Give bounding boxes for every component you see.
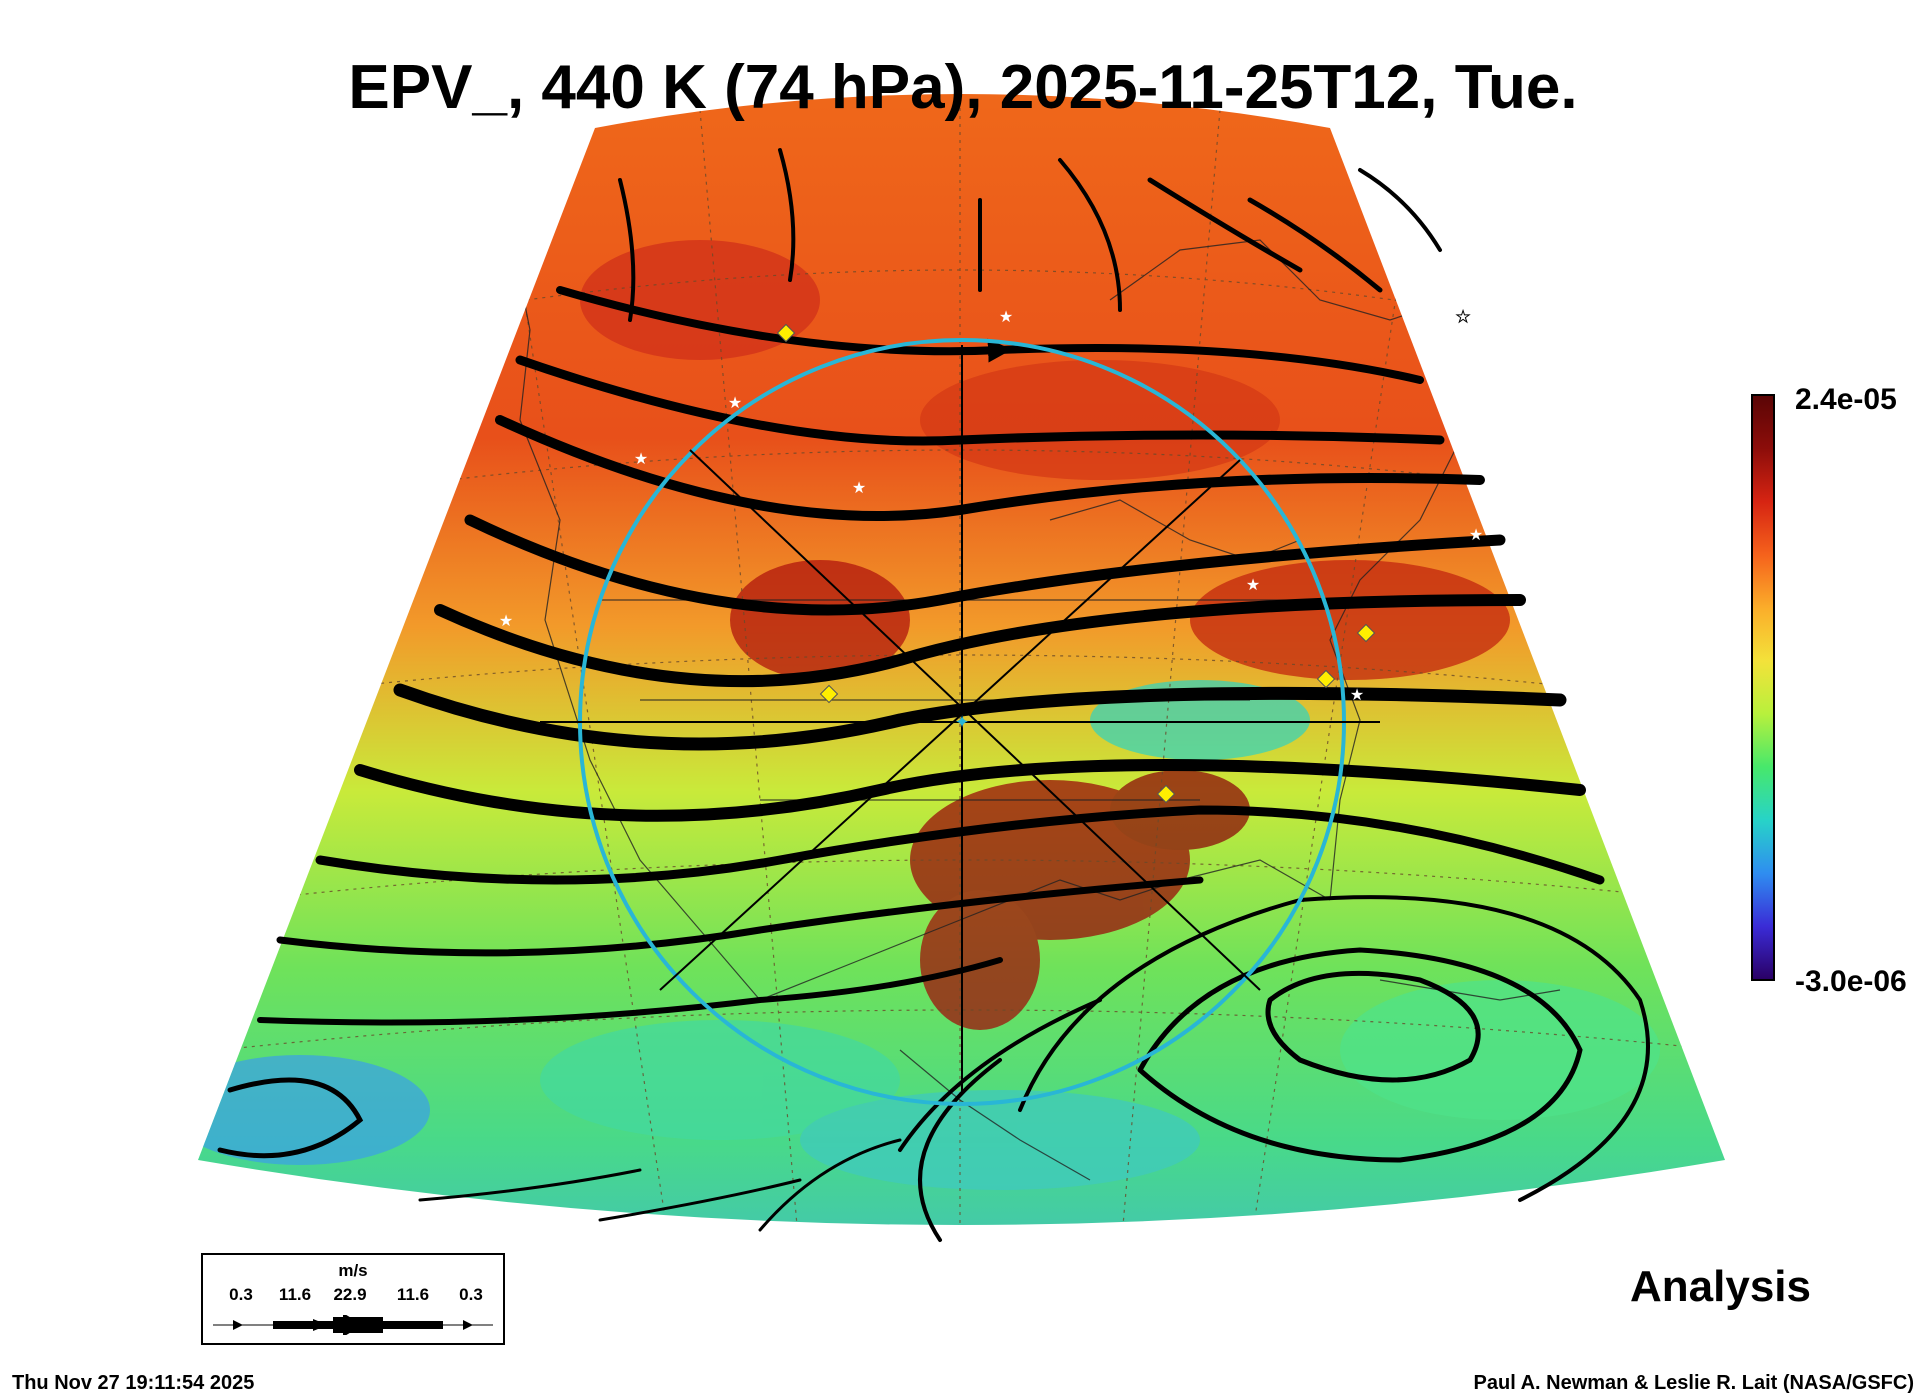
- svg-text:★: ★: [499, 611, 513, 630]
- wind-streamlines: [217, 148, 1650, 1242]
- svg-text:★: ★: [1456, 307, 1470, 326]
- analysis-label: Analysis: [1630, 1262, 1811, 1311]
- svg-text:★: ★: [634, 449, 648, 468]
- legend-tick: 0.3: [229, 1285, 253, 1304]
- colorbar-min-label: -3.0e-06: [1795, 965, 1907, 998]
- legend-arrow: [213, 1315, 493, 1335]
- legend-tick: 0.3: [459, 1285, 483, 1304]
- pv-high-regions: [580, 240, 1510, 1030]
- projection-circle: ✦: [540, 338, 1380, 1106]
- svg-text:✦: ✦: [954, 712, 969, 733]
- colorbar-max-label: 2.4e-05: [1795, 383, 1897, 416]
- svg-text:★: ★: [1469, 525, 1483, 544]
- legend-tick: 11.6: [278, 1285, 312, 1304]
- footer-timestamp: Thu Nov 27 19:11:54 2025: [12, 1372, 255, 1394]
- footer-credit: Paul A. Newman & Leslie R. Lait (NASA/GS…: [1473, 1372, 1914, 1394]
- svg-text:★: ★: [1350, 685, 1364, 704]
- svg-text:★: ★: [1246, 575, 1260, 594]
- pv-low-regions: [198, 680, 1660, 1190]
- legend-unit: m/s: [338, 1261, 368, 1280]
- legend-tick: 11.6: [396, 1285, 430, 1304]
- station-markers: ★ ★ ★ ★ ★ ★ ★ ★ ★: [499, 307, 1483, 804]
- legend-tick: 22.9: [333, 1285, 367, 1304]
- colorbar: [1751, 394, 1775, 981]
- svg-text:★: ★: [999, 307, 1013, 326]
- svg-text:★: ★: [852, 478, 866, 497]
- svg-text:★: ★: [728, 393, 742, 412]
- wind-speed-legend: m/s 0.3 11.6 22.9 11.6 0.3: [201, 1253, 505, 1345]
- map-title: EPV_, 440 K (74 hPa), 2025-11-25T12, Tue…: [348, 53, 1578, 122]
